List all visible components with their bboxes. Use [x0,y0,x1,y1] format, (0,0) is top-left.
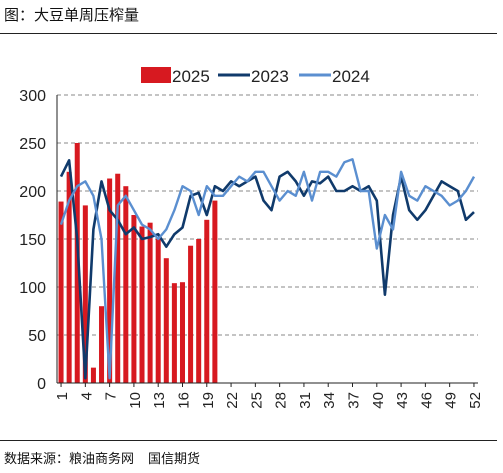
legend-item-2023: 2023 [218,67,289,86]
y-tick-label: 0 [37,376,46,393]
legend-label: 2023 [251,67,289,86]
legend-swatch [141,67,171,83]
x-tick-label: 43 [394,392,411,409]
legend: 2025 2023 2024 [141,67,370,86]
bar-2025-week-14 [163,258,169,383]
x-tick-label: 28 [273,392,290,409]
y-tick-label: 100 [19,280,46,297]
bar-2025-week-7 [107,178,113,383]
y-tick-label: 50 [28,328,46,345]
bar-2025-week-4 [82,205,88,383]
x-tick-label: 46 [418,392,435,409]
source-line: 数据来源：粮油商务网 国信期货 [4,448,200,467]
x-tick-label: 37 [346,392,363,409]
line-2023 [59,159,475,380]
source-credit: 国信期货 [148,452,201,467]
chart: 0 50 100 150 200 250 300 1 4 7 10 13 16 19 22 25 28 31 34 3… [19,67,484,409]
bar-2025-week-16 [179,282,186,383]
bar-2025-week-10 [131,215,137,383]
x-tick-label: 19 [200,392,217,409]
line-series [59,158,476,380]
bar-2025-week-15 [171,283,177,383]
x-tick-label: 16 [175,392,192,409]
bar-2025-week-6 [99,306,105,383]
bar-2025-week-20 [212,200,218,383]
x-tick-label: 25 [248,392,265,409]
legend-item-2025: 2025 [141,67,210,86]
bar-2025-week-19 [204,219,210,383]
y-tick-label: 150 [19,232,46,249]
x-tick-label: 4 [78,392,95,400]
legend-item-2024: 2024 [299,67,370,86]
bar-2025-week-18 [196,239,202,383]
bar-2025-week-1 [58,201,64,383]
bar-2025-week-13 [155,239,161,383]
axes: 0 50 100 150 200 250 300 1 4 7 10 13 16 19 22 25 28 31 34 3… [19,88,484,409]
source-text: 数据来源：粮油商务网 [4,452,135,467]
y-tick-label: 300 [19,88,46,105]
x-tick-label: 52 [467,392,484,409]
line-2024 [59,158,476,380]
y-tick-label: 200 [19,184,46,201]
x-tick-label: 22 [224,392,241,409]
figure-title: 图：大豆单周压榨量 [4,6,140,24]
bar-2025-week-9 [123,186,129,383]
x-tick-label: 34 [321,392,338,409]
source-divider [0,440,497,441]
bar-2025-week-3 [74,143,80,383]
bar-2025-week-11 [139,226,145,383]
x-tick-label: 49 [443,392,460,409]
legend-label: 2024 [332,67,370,86]
x-tick-label: 13 [151,392,168,409]
legend-label: 2025 [172,67,210,86]
bar-2025-week-5 [90,367,96,383]
bars-2025 [58,143,218,383]
bar-2025-week-12 [147,222,153,383]
x-tick-label: 1 [54,392,71,400]
x-tick-label: 10 [127,392,144,409]
title-divider [0,33,497,34]
x-tick-label: 7 [103,392,120,400]
bar-2025-week-2 [66,171,72,383]
y-tick-label: 250 [19,136,46,153]
x-tick-label: 40 [370,392,387,409]
bar-2025-week-8 [115,173,121,383]
bar-2025-week-17 [188,245,194,383]
x-tick-label: 31 [297,392,314,409]
